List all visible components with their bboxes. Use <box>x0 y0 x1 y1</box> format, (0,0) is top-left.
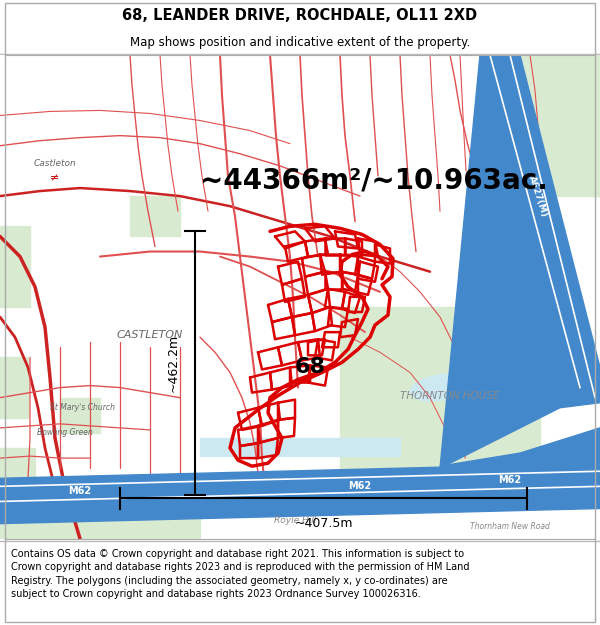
Text: Map shows position and indicative extent of the property.: Map shows position and indicative extent… <box>130 36 470 49</box>
Text: A627(M): A627(M) <box>527 174 549 218</box>
Polygon shape <box>440 55 600 468</box>
Text: St Mary's Church: St Mary's Church <box>49 403 115 412</box>
Text: THORNTON HOUSE: THORNTON HOUSE <box>400 391 500 401</box>
Bar <box>480 55 600 196</box>
Bar <box>0 226 30 307</box>
Bar <box>200 438 400 456</box>
Bar <box>0 357 28 418</box>
Bar <box>340 307 540 468</box>
Text: ~462.2m: ~462.2m <box>167 334 180 392</box>
Text: Castleton: Castleton <box>34 159 76 168</box>
Text: ~407.5m: ~407.5m <box>294 517 353 529</box>
Text: 68: 68 <box>295 357 326 377</box>
Text: ≠: ≠ <box>50 173 59 183</box>
Bar <box>0 448 35 539</box>
Text: M62: M62 <box>349 481 371 491</box>
Text: ~44366m²/~10.963ac.: ~44366m²/~10.963ac. <box>200 167 548 195</box>
Bar <box>120 488 200 539</box>
Text: M62: M62 <box>68 486 92 496</box>
Text: M62: M62 <box>499 475 521 485</box>
Ellipse shape <box>410 374 470 401</box>
Text: Contains OS data © Crown copyright and database right 2021. This information is : Contains OS data © Crown copyright and d… <box>11 549 469 599</box>
Bar <box>130 196 180 236</box>
Ellipse shape <box>495 360 525 375</box>
Bar <box>0 488 120 539</box>
Polygon shape <box>0 463 600 524</box>
Text: Bowling Green: Bowling Green <box>37 428 93 438</box>
Bar <box>60 398 100 433</box>
Text: Royle Hill: Royle Hill <box>274 516 316 525</box>
Text: Thornham New Road: Thornham New Road <box>470 522 550 531</box>
Text: CASTLETON: CASTLETON <box>117 330 183 340</box>
Text: 68, LEANDER DRIVE, ROCHDALE, OL11 2XD: 68, LEANDER DRIVE, ROCHDALE, OL11 2XD <box>122 8 478 23</box>
Polygon shape <box>440 428 600 488</box>
